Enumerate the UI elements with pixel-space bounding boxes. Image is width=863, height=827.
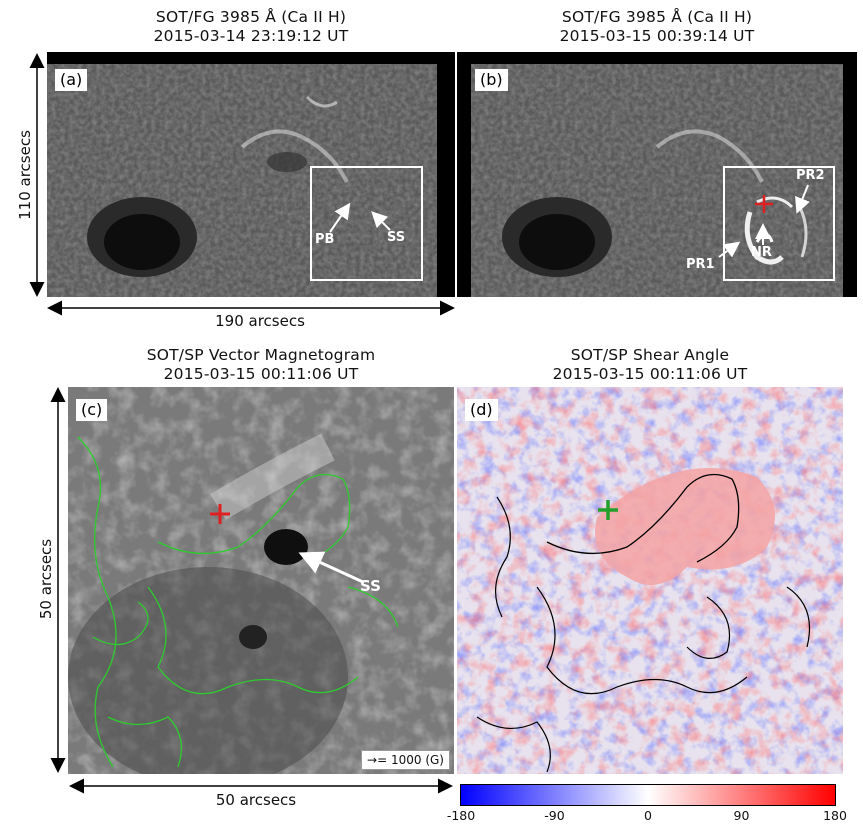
panel-a-title-line1: SOT/FG 3985 Å (Ca II H) — [155, 8, 347, 26]
bottom-vertical-scale-label: 50 arcsecs — [37, 538, 55, 620]
panel-b-image: (b) PR2 PR1 NR — [457, 52, 857, 297]
annotation-pr2: PR2 — [796, 168, 825, 183]
bottom-horizontal-scale-label: 50 arcsecs — [215, 791, 297, 809]
panel-a-image: (a) PB SS — [47, 52, 455, 297]
colorbar-tick-0: 0 — [644, 808, 652, 823]
annotation-nr: NR — [751, 245, 772, 260]
bottom-scale-arrows — [50, 387, 453, 794]
panel-b-title-line2: 2015-03-15 00:39:14 UT — [559, 27, 755, 45]
annotation-ss-a: SS — [387, 230, 406, 245]
shear-angle-colorbar — [460, 784, 836, 806]
colorbar-tick-neg90: -90 — [544, 808, 565, 823]
colorbar-ticks: -180 -90 0 90 180 — [447, 808, 847, 826]
region-box-b — [723, 166, 835, 281]
vector-scale-legend: →= 1000 (G) — [361, 750, 450, 770]
panel-b-label: (b) — [475, 69, 508, 91]
annotation-pr1: PR1 — [686, 257, 715, 272]
panel-a-label: (a) — [55, 69, 88, 91]
annotation-pb: PB — [315, 232, 335, 247]
panel-d-label: (d) — [465, 399, 498, 421]
top-scale-arrows — [29, 53, 455, 316]
panel-c-title-line1: SOT/SP Vector Magnetogram — [146, 346, 376, 364]
panel-c-title-line2: 2015-03-15 00:11:06 UT — [163, 365, 359, 383]
panel-d-title-line2: 2015-03-15 00:11:06 UT — [552, 365, 748, 383]
colorbar-tick-90: 90 — [733, 808, 750, 823]
panel-d-title-line1: SOT/SP Shear Angle — [570, 346, 730, 364]
panel-c-label: (c) — [76, 399, 108, 421]
top-horizontal-scale-label: 190 arcsecs — [215, 312, 305, 330]
panel-d-title: SOT/SP Shear Angle 2015-03-15 00:11:06 U… — [457, 346, 843, 384]
colorbar-tick-neg180: -180 — [446, 808, 476, 823]
region-box-a — [310, 166, 423, 281]
panel-c-image: (c) SS →= 1000 (G) — [68, 387, 454, 774]
panel-b-title-line1: SOT/FG 3985 Å (Ca II H) — [561, 8, 753, 26]
colorbar-tick-180: 180 — [823, 808, 847, 823]
annotation-ss-c: SS — [360, 577, 381, 595]
panel-c-title: SOT/SP Vector Magnetogram 2015-03-15 00:… — [68, 346, 454, 384]
panel-d-image: (d) — [457, 387, 843, 774]
panel-b-title: SOT/FG 3985 Å (Ca II H) 2015-03-15 00:39… — [457, 8, 857, 46]
panel-a-title: SOT/FG 3985 Å (Ca II H) 2015-03-14 23:19… — [47, 8, 455, 46]
panel-a-title-line2: 2015-03-14 23:19:12 UT — [153, 27, 349, 45]
